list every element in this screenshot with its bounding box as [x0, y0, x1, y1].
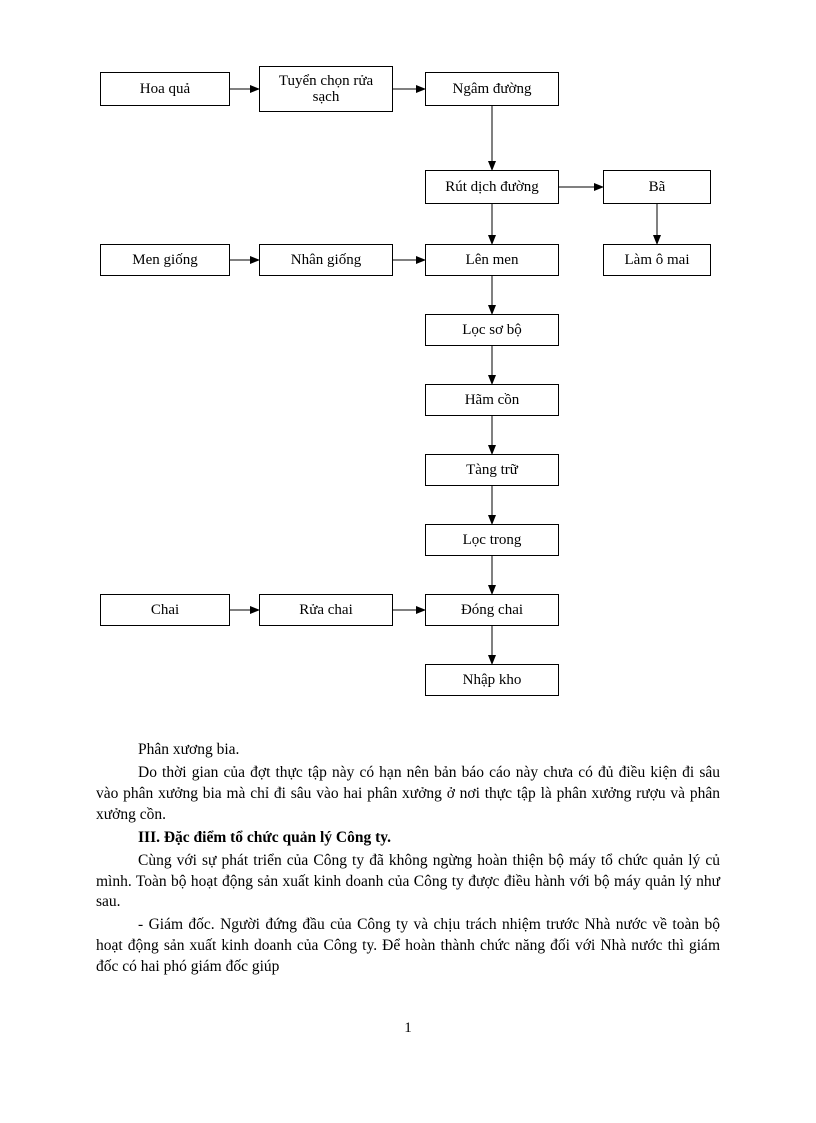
flowchart-node-ruachai: Rửa chai	[259, 594, 393, 626]
flowchart-node-locsobo: Lọc sơ bộ	[425, 314, 559, 346]
flowchart-node-chai: Chai	[100, 594, 230, 626]
flowchart-node-lenmen: Lên men	[425, 244, 559, 276]
paragraph: Do thời gian của đợt thực tập này có hạn…	[96, 763, 720, 826]
flowchart-node-tuyenchon: Tuyển chọn rửa sạch	[259, 66, 393, 112]
flowchart-node-nhapkho: Nhập kho	[425, 664, 559, 696]
flowchart-node-nhangiong: Nhân giống	[259, 244, 393, 276]
paragraph: Phân xương bia.	[96, 740, 720, 761]
flowchart-node-tangtru: Tàng trữ	[425, 454, 559, 486]
body-text: Phân xương bia.Do thời gian của đợt thực…	[96, 740, 720, 980]
paragraph: - Giám đốc. Người đứng đầu của Công ty v…	[96, 915, 720, 978]
flowchart-node-rutdich: Rút dịch đường	[425, 170, 559, 204]
flowchart-node-ba: Bã	[603, 170, 711, 204]
paragraph: Cùng với sự phát triển của Công ty đã kh…	[96, 851, 720, 914]
flowchart-node-lamomai: Làm ô mai	[603, 244, 711, 276]
section-heading: III. Đặc điểm tổ chức quản lý Công ty.	[96, 828, 720, 849]
flowchart-node-dongchai: Đóng chai	[425, 594, 559, 626]
flowchart-node-mengiong: Men giống	[100, 244, 230, 276]
page: Hoa quả Tuyển chọn rửa sạch Ngâm đường Rút …	[0, 0, 816, 1123]
page-number: 1	[0, 1020, 816, 1037]
flowchart-node-hoaqua: Hoa quả	[100, 72, 230, 106]
flowchart-node-loctrong: Lọc trong	[425, 524, 559, 556]
flowchart-node-hamcon: Hãm cồn	[425, 384, 559, 416]
flowchart-node-ngamduong: Ngâm đường	[425, 72, 559, 106]
